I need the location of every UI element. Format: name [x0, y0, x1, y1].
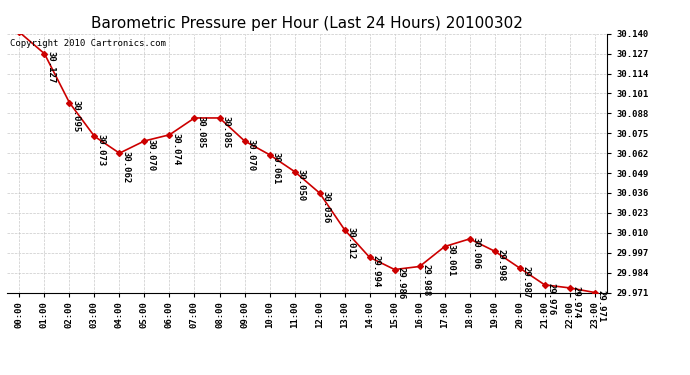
Text: 29.976: 29.976: [546, 282, 555, 315]
Text: 30.127: 30.127: [46, 51, 55, 84]
Text: 30.001: 30.001: [446, 244, 455, 276]
Text: 30.006: 30.006: [472, 237, 481, 269]
Text: 29.994: 29.994: [372, 255, 381, 287]
Text: 30.085: 30.085: [197, 116, 206, 148]
Text: Copyright 2010 Cartronics.com: Copyright 2010 Cartronics.com: [10, 39, 166, 48]
Text: 30.036: 30.036: [322, 190, 331, 223]
Text: 29.987: 29.987: [522, 266, 531, 298]
Text: 30.062: 30.062: [121, 151, 130, 183]
Text: 30.061: 30.061: [272, 152, 281, 184]
Text: 29.986: 29.986: [397, 267, 406, 300]
Text: 30.095: 30.095: [72, 100, 81, 133]
Title: Barometric Pressure per Hour (Last 24 Hours) 20100302: Barometric Pressure per Hour (Last 24 Ho…: [91, 16, 523, 31]
Text: 29.974: 29.974: [572, 286, 581, 318]
Text: 29.998: 29.998: [497, 249, 506, 281]
Text: 29.971: 29.971: [597, 290, 606, 322]
Text: 30.012: 30.012: [346, 227, 355, 260]
Text: 29.988: 29.988: [422, 264, 431, 296]
Text: 30.070: 30.070: [246, 139, 255, 171]
Text: 30.085: 30.085: [221, 116, 230, 148]
Text: 30.141: 30.141: [0, 374, 1, 375]
Text: 30.073: 30.073: [97, 134, 106, 166]
Text: 30.074: 30.074: [172, 132, 181, 165]
Text: 30.070: 30.070: [146, 139, 155, 171]
Text: 30.050: 30.050: [297, 169, 306, 201]
